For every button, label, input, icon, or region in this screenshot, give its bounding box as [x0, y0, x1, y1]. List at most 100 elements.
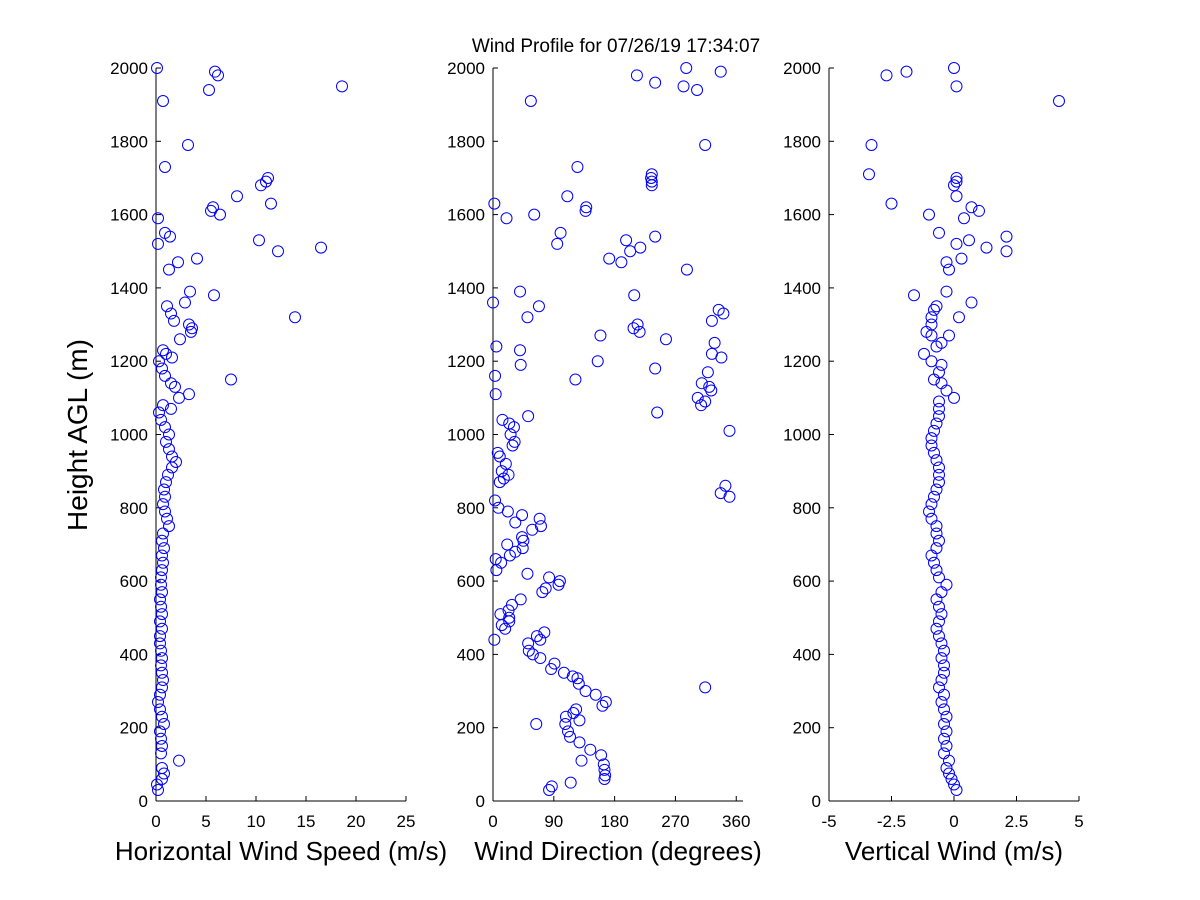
data-point-direction [559, 710, 572, 723]
data-point-direction [570, 703, 583, 716]
data-point-direction [567, 707, 580, 720]
y-tick-label-vertical: 600 [793, 572, 821, 591]
data-point-speed [158, 767, 170, 780]
data-point-speed [155, 747, 167, 760]
data-point-direction [723, 424, 736, 437]
y-tick-label-direction: 800 [457, 499, 485, 518]
data-point-vertical [950, 190, 963, 203]
data-point-direction [501, 538, 514, 551]
data-point-vertical [925, 318, 938, 331]
data-point-speed [154, 725, 166, 738]
data-point-speed [155, 571, 167, 584]
data-point-direction [651, 406, 664, 419]
data-point-direction [514, 358, 527, 371]
data-point-direction [538, 626, 551, 639]
data-point-vertical [933, 402, 945, 415]
data-point-direction [680, 263, 693, 276]
data-point-speed [165, 307, 177, 320]
data-point-vertical [955, 252, 968, 265]
data-point-vertical [930, 622, 943, 635]
data-point-vertical [1053, 94, 1065, 107]
data-point-vertical [1000, 230, 1013, 243]
x-tick-label-vertical: -5 [821, 812, 836, 831]
data-point-direction [533, 512, 546, 525]
x-tick-label-direction: 270 [661, 812, 689, 831]
data-point-direction [615, 256, 628, 269]
data-point-vertical [930, 542, 943, 555]
data-point-direction [534, 652, 547, 665]
data-point-vertical [948, 62, 960, 74]
x-tick-label-speed: 10 [247, 812, 266, 831]
data-point-speed [184, 285, 196, 298]
y-tick-label-speed: 1000 [110, 426, 148, 445]
data-point-speed [207, 201, 219, 214]
x-tick-label-vertical: -2.5 [877, 812, 906, 831]
data-point-direction [579, 204, 592, 217]
data-point-vertical [923, 208, 935, 221]
data-point-speed [163, 520, 175, 533]
data-point-vertical [938, 718, 950, 731]
x-tick-label-vertical: 5 [1074, 812, 1083, 831]
data-point-direction [552, 578, 565, 591]
data-point-vertical [933, 571, 945, 584]
data-point-direction [509, 545, 522, 558]
data-point-direction [649, 230, 662, 243]
data-point-speed [174, 333, 186, 346]
data-point-vertical [965, 201, 978, 214]
x-axis-label-speed: Horizontal Wind Speed (m/s) [115, 836, 447, 866]
data-point-direction [631, 318, 644, 331]
data-point-vertical [925, 498, 938, 511]
data-point-direction [554, 226, 567, 239]
data-point-speed [154, 688, 166, 701]
data-point-direction [557, 666, 570, 679]
data-point-vertical [933, 534, 945, 547]
data-point-direction [516, 531, 529, 544]
data-point-direction [509, 516, 522, 529]
data-point-direction [539, 582, 552, 595]
data-point-direction [649, 76, 662, 89]
x-tick-label-direction: 90 [544, 812, 563, 831]
data-point-vertical [935, 637, 948, 650]
data-point-vertical [933, 468, 945, 481]
x-tick-label-direction: 180 [600, 812, 628, 831]
data-point-speed [163, 443, 175, 456]
data-point-speed [158, 718, 170, 731]
data-point-direction [579, 685, 592, 698]
data-point-direction [584, 743, 597, 756]
data-point-direction [489, 494, 502, 507]
data-point-direction [559, 718, 572, 731]
data-point-direction [572, 677, 585, 690]
data-point-speed [159, 160, 171, 173]
data-point-direction [571, 160, 584, 173]
y-tick-label-direction: 1400 [447, 279, 485, 298]
x-tick-label-speed: 20 [347, 812, 366, 831]
data-point-direction [699, 681, 712, 694]
data-point-direction [708, 336, 721, 349]
data-point-speed [156, 534, 168, 547]
y-tick-label-vertical: 1600 [783, 206, 821, 225]
data-point-vertical [885, 197, 898, 210]
data-point-direction [489, 553, 502, 566]
data-point-direction [526, 523, 539, 536]
data-point-vertical [935, 652, 948, 665]
data-point-vertical [928, 490, 940, 503]
data-point-direction [521, 311, 534, 324]
y-tick-label-speed: 600 [120, 572, 148, 591]
data-point-speed [160, 435, 172, 448]
data-point-direction [561, 190, 574, 203]
data-point-direction [490, 340, 503, 353]
data-point-direction [627, 322, 640, 335]
data-point-direction [680, 62, 693, 74]
data-point-direction [705, 384, 718, 397]
data-point-direction [620, 234, 633, 247]
data-point-direction [699, 138, 712, 151]
data-point-vertical [863, 168, 875, 181]
data-point-direction [522, 644, 535, 657]
data-point-direction [522, 637, 535, 650]
data-point-speed [157, 94, 169, 107]
data-point-vertical [943, 767, 955, 780]
data-point-direction [491, 446, 504, 459]
data-point-vertical [935, 377, 948, 390]
data-point-speed [289, 311, 301, 324]
